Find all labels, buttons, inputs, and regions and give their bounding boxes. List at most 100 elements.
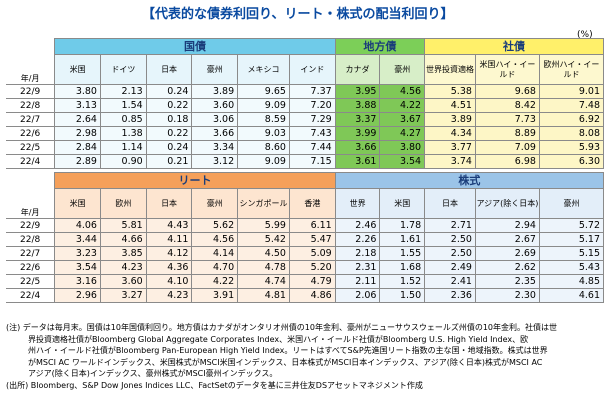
table-cell: 3.60 [99,274,147,289]
table-cell: 9.01 [538,84,605,99]
table-cell: 5.43 [538,260,605,275]
table-cell: 6.11 [288,218,336,233]
row-date: 22/9 [6,84,56,99]
bond-yield-table: 国債 地方債 社債 年/月 米国 ドイツ 日本 豪州 メキシコ インド カナダ … [6,38,605,169]
table-cell: 7.44 [288,140,336,155]
table-row: 22/7 2.64 0.85 0.18 3.06 8.59 7.29 3.37 3.67 3.89… [6,112,605,127]
table-cell: 2.35 [474,274,540,289]
table-cell: 9.65 [237,84,290,99]
row-date: 22/5 [6,274,56,289]
table-cell: 5.20 [288,260,336,275]
table-cell: 4.61 [538,288,605,303]
col-header: インド [288,54,336,85]
row-date: 22/4 [6,288,56,303]
col-header: 欧州ハイ・イールド [538,54,605,85]
table-cell: 0.22 [145,126,193,141]
col-header: アジア(除く日本) [474,188,540,219]
table-cell: 4.43 [145,218,193,233]
col-header: シンガポール [237,188,290,219]
unit-label: (%) [577,30,593,40]
table-cell: 7.73 [474,112,540,127]
table-cell: 8.60 [237,140,290,155]
source-line: (出所) Bloomberg、S&P Dow Jones Indices LLC… [6,380,423,390]
table-cell: 3.23 [54,246,101,261]
table-cell: 3.85 [99,246,147,261]
table-cell: 2.89 [54,154,101,169]
table-cell: 2.18 [334,246,381,261]
row-date: 22/7 [6,246,56,261]
table-row: 22/9 3.80 2.13 0.24 3.89 9.65 7.37 3.95 4.56 5.38… [6,84,605,99]
table-cell: 7.43 [288,126,336,141]
row-date: 22/5 [6,140,56,155]
row-date: 22/7 [6,112,56,127]
table-cell: 4.50 [237,246,290,261]
table-cell: 0.22 [145,98,193,113]
table-cell: 2.50 [424,246,476,261]
table-cell: 4.23 [99,260,147,275]
table-cell: 3.91 [191,288,239,303]
table-cell: 8.08 [538,126,605,141]
table-cell: 5.99 [237,218,290,233]
table-cell: 3.54 [54,260,101,275]
table-cell: 4.14 [191,246,239,261]
col-header: 米国 [54,188,101,219]
table-cell: 5.72 [538,218,605,233]
table-cell: 3.60 [191,98,239,113]
col-header: 日本 [145,188,193,219]
table-row: 22/6 2.98 1.38 0.22 3.66 9.03 7.43 3.99 4.27 4.34… [6,126,605,141]
table-cell: 3.99 [334,126,381,141]
col-header: カナダ [334,54,381,85]
row-date: 22/8 [6,98,56,113]
col-header: 香港 [288,188,336,219]
table-cell: 2.36 [424,288,476,303]
col-header: メキシコ [237,54,290,85]
col-header: ドイツ [99,54,147,85]
table-cell: 4.36 [145,260,193,275]
table-cell: 2.13 [99,84,147,99]
table-row: 22/4 2.89 0.90 0.21 3.12 9.09 7.15 3.61 3.54 3.74… [6,154,605,169]
table-cell: 4.78 [237,260,290,275]
table-cell: 8.89 [474,126,540,141]
table-cell: 4.34 [424,126,476,141]
table-cell: 3.27 [99,288,147,303]
table-cell: 2.50 [424,232,476,247]
row-date: 22/4 [6,154,56,169]
table-row: 22/7 3.23 3.85 4.12 4.14 4.50 5.09 2.18 1.55 2.50… [6,246,605,261]
table-cell: 2.67 [474,232,540,247]
col-header: 豪州 [191,188,239,219]
table-cell: 2.69 [474,246,540,261]
table-cell: 4.12 [145,246,193,261]
table-row: 22/8 3.13 1.54 0.22 3.60 9.09 7.20 3.88 4.22 4.51… [6,98,605,113]
table-cell: 1.68 [379,260,426,275]
table-cell: 1.61 [379,232,426,247]
table-cell: 2.30 [474,288,540,303]
table-cell: 4.79 [288,274,336,289]
table-cell: 2.64 [54,112,101,127]
table-cell: 8.59 [237,112,290,127]
table-cell: 3.80 [54,84,101,99]
table-row: 22/6 3.54 4.23 4.36 4.70 4.78 5.20 2.31 1.68 2.49… [6,260,605,275]
table-cell: 3.16 [54,274,101,289]
table-cell: 1.14 [99,140,147,155]
col-header: 米国 [379,188,426,219]
table-cell: 6.92 [538,112,605,127]
table-cell: 1.52 [379,274,426,289]
table-cell: 3.67 [379,112,426,127]
row-date: 22/8 [6,232,56,247]
col-header: 欧州 [99,188,147,219]
table-cell: 2.46 [334,218,381,233]
col-header: 豪州 [379,54,426,85]
table-cell: 2.11 [334,274,381,289]
table-row: 22/4 2.96 3.27 4.23 3.91 4.81 4.86 2.06 1.50 2.36… [6,288,605,303]
table-cell: 0.18 [145,112,193,127]
table-cell: 0.24 [145,140,193,155]
table-cell: 1.50 [379,288,426,303]
table-cell: 7.37 [288,84,336,99]
table-cell: 3.89 [424,112,476,127]
table-cell: 4.66 [99,232,147,247]
table-cell: 1.55 [379,246,426,261]
table-cell: 2.71 [424,218,476,233]
table-cell: 3.66 [334,140,381,155]
table-cell: 1.38 [99,126,147,141]
table-cell: 3.06 [191,112,239,127]
